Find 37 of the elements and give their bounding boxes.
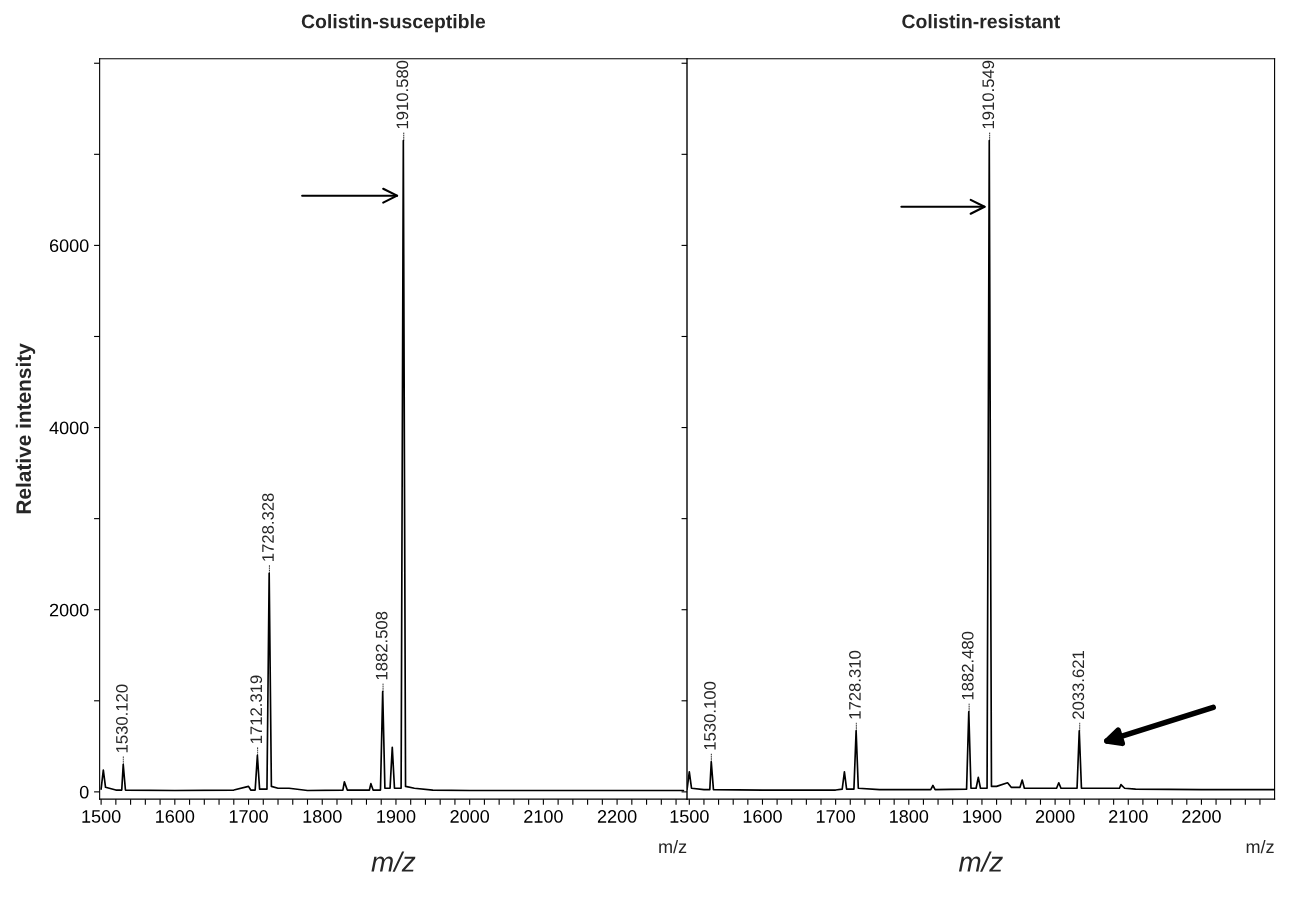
annotation: 1712.319 — [250, 675, 263, 744]
x-tick-label: 1700 — [229, 810, 268, 823]
x-tick-label: 2000 — [450, 810, 490, 823]
annotation: 1882.480 — [961, 631, 974, 700]
x-tick-label: 1500 — [670, 810, 709, 823]
y-tick-label: 0 — [79, 785, 89, 799]
x-tick-label: 1600 — [743, 810, 782, 823]
y-tick-label: 2000 — [49, 603, 89, 617]
x-tick-label: 1500 — [82, 810, 121, 823]
y-axis-title: Relative intensity — [15, 343, 36, 514]
chart-title: Colistin-susceptible — [301, 14, 486, 33]
annotation: 1910.549 — [982, 60, 995, 129]
x-tick-label: 2200 — [597, 810, 637, 823]
x-tick-label: 1700 — [816, 810, 856, 823]
x-tick-label: 1800 — [303, 810, 342, 823]
text: m/z — [659, 839, 687, 854]
annotation: 1530.100 — [704, 681, 716, 750]
annotation: 1530.120 — [115, 684, 128, 753]
annotation: 1882.508 — [375, 611, 388, 680]
annotation: 2033.621 — [1072, 651, 1085, 719]
x-tick-label: 2000 — [1035, 810, 1075, 823]
x-tick-label: 1900 — [963, 810, 1002, 823]
x-tick-label: 2200 — [1182, 810, 1221, 823]
annotation: 1728.310 — [849, 650, 861, 719]
x-tick-label: 1600 — [156, 810, 195, 823]
x-axis-title: m/z — [958, 851, 1003, 872]
x-tick-label: 1900 — [377, 810, 416, 823]
annotation: 1728.328 — [262, 493, 274, 561]
x-tick-label: 2100 — [1109, 810, 1148, 823]
y-tick-label: 6000 — [49, 239, 89, 253]
x-tick-label: 2100 — [524, 810, 563, 823]
text: m/z — [1246, 839, 1274, 854]
x-axis-title: m/z — [371, 851, 416, 872]
chart-title: Colistin-resistant — [902, 14, 1061, 29]
x-tick-label: 1800 — [890, 810, 929, 823]
annotation: 1910.580 — [396, 60, 409, 129]
y-tick-label: 4000 — [49, 421, 89, 435]
